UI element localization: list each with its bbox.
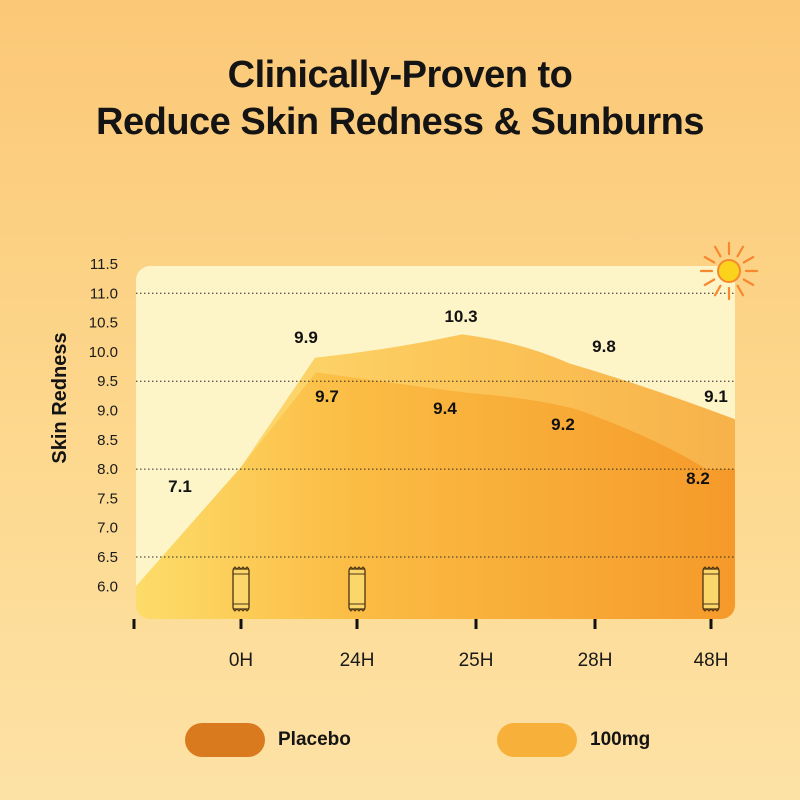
sun-icon (699, 241, 759, 301)
data-label-100mg: 9.8 (592, 337, 616, 356)
sun-ray (736, 284, 745, 297)
x-tick-label: 0H (229, 650, 253, 671)
sun-ray (736, 245, 745, 258)
stick-crimp (348, 566, 366, 612)
sun-ray (742, 278, 755, 287)
stick-body (232, 568, 250, 610)
y-tick-label: 11.0 (90, 285, 118, 302)
data-label-placebo: 9.2 (551, 415, 575, 434)
y-tick-label: 10.5 (89, 315, 118, 332)
data-label-100mg: 10.3 (444, 307, 477, 326)
y-tick-label: 9.5 (97, 373, 118, 390)
y-tick-label: 9.0 (97, 403, 118, 420)
legend-item-100mg: 100mg (497, 722, 650, 758)
data-label-100mg: 9.1 (704, 387, 728, 406)
x-tick-label: 48H (694, 650, 729, 671)
y-tick-label: 7.5 (97, 490, 118, 507)
stick-body (348, 568, 366, 610)
x-tick-label: 28H (578, 650, 613, 671)
sun-ray (703, 255, 716, 264)
data-label-placebo: 9.4 (433, 399, 457, 418)
y-tick-label: 6.5 (97, 549, 118, 566)
stick-body (702, 568, 720, 610)
sun-ray (742, 255, 755, 264)
legend-swatch-placebo (185, 723, 265, 757)
stick-crimp (232, 566, 250, 612)
stick-seal (703, 573, 719, 605)
sun-ray (703, 278, 716, 287)
x-tick-label: 24H (340, 650, 375, 671)
data-label-placebo: 8.2 (686, 469, 710, 488)
stick-crimp (702, 566, 720, 612)
supplement-stick-icon (702, 566, 720, 612)
y-tick-label: 7.0 (97, 520, 118, 537)
title-line-2: Reduce Skin Redness & Sunburns (96, 101, 704, 143)
stick-seal (233, 573, 249, 605)
x-tick-label: 25H (459, 650, 494, 671)
title-line-1: Clinically-Proven to (227, 54, 573, 96)
y-tick-label: 8.5 (97, 432, 118, 449)
supplement-stick-icon (348, 566, 366, 612)
y-tick-label: 11.5 (90, 256, 118, 273)
sun-ray (713, 284, 722, 297)
y-tick-label: 6.0 (97, 578, 118, 595)
y-tick-label: 8.0 (97, 461, 118, 478)
legend-label-100mg: 100mg (590, 729, 651, 750)
data-label-100mg: 9.9 (294, 328, 318, 347)
legend-label-placebo: Placebo (278, 729, 351, 750)
legend-item-placebo: Placebo (185, 722, 351, 758)
y-tick-label: 10.0 (89, 344, 118, 361)
stick-seal (349, 573, 365, 605)
y-axis-label: Skin Redness (49, 332, 71, 463)
legend-swatch-100mg (497, 723, 577, 757)
sun-disc (717, 259, 741, 283)
data-label-100mg: 7.1 (168, 477, 192, 496)
sun-ray (713, 245, 722, 258)
supplement-stick-icon (232, 566, 250, 612)
chart-title: Clinically-Proven to Reduce Skin Redness… (0, 52, 800, 146)
data-label-placebo: 9.7 (315, 387, 339, 406)
